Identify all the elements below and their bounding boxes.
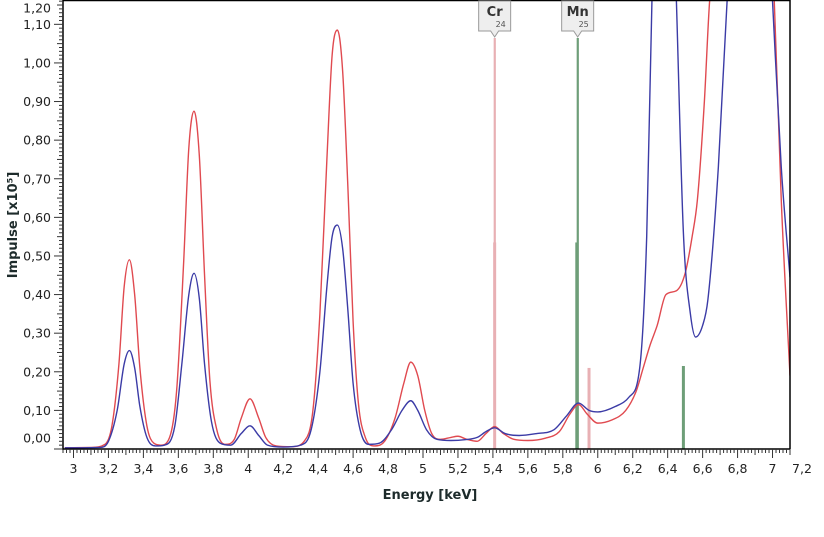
- axes: 3 3,2 3,4 3,6 3,8 4 4,2 4,4 4,6 4,8 5 5,2 5,4 5,6 5,8 6…: [23, 0, 812, 476]
- marker-symbol: Mn: [567, 5, 589, 20]
- y-tick-label: 0,50: [23, 248, 51, 263]
- x-tick-label: 6: [594, 461, 602, 476]
- x-tick-label: 3,4: [133, 461, 153, 476]
- y-tick-label: 1,00: [23, 55, 51, 70]
- x-tick-label: 5,2: [448, 461, 468, 476]
- y-tick-label: 1,10: [23, 17, 51, 32]
- x-tick-label: 6,4: [658, 461, 678, 476]
- marker-atomic-number: 25: [579, 20, 589, 29]
- x-tick-label: 4: [244, 461, 252, 476]
- y-tick-label: 0,40: [23, 287, 51, 302]
- y-tick-label: 1,20: [23, 1, 51, 16]
- y-tick-label: 0,60: [23, 210, 51, 225]
- x-tick-label: 4,4: [308, 461, 328, 476]
- marker-tag: [561, 0, 595, 38]
- x-tick-label: 4,2: [273, 461, 293, 476]
- y-tick-label: 0,70: [23, 171, 51, 186]
- x-tick-label: 7: [769, 461, 777, 476]
- x-tick-label: 6,6: [693, 461, 713, 476]
- x-tick-label: 5,6: [518, 461, 538, 476]
- reference-line-cr: [587, 367, 591, 449]
- y-tick-label: 0,00: [23, 431, 51, 446]
- x-tick-label: 3: [70, 461, 78, 476]
- x-tick-label: 4,8: [378, 461, 398, 476]
- series-line-2: [64, 0, 790, 449]
- marker-tag: [478, 0, 512, 38]
- spectrum-series: [64, 0, 790, 449]
- x-tick-label: 6,2: [623, 461, 643, 476]
- reference-line-mn: [681, 365, 685, 449]
- x-tick-label: 3,2: [98, 461, 118, 476]
- x-tick-label: 7,2: [792, 461, 812, 476]
- y-tick-label: 0,90: [23, 94, 51, 109]
- x-tick-label: 3,6: [168, 461, 188, 476]
- y-tick-label: 0,80: [23, 133, 51, 148]
- marker-line-mn: [576, 38, 579, 449]
- x-tick-label: 4,6: [343, 461, 363, 476]
- y-tick-label: 0,20: [23, 364, 51, 379]
- series-line-1: [64, 0, 790, 449]
- y-axis-title: Impulse [x10⁵]: [6, 172, 21, 279]
- x-tick-label: 5,4: [483, 461, 503, 476]
- x-tick-label: 5: [419, 461, 427, 476]
- marker-symbol: Cr: [487, 5, 504, 20]
- reference-lines: [493, 38, 685, 449]
- x-axis-title: Energy [keV]: [383, 488, 478, 503]
- x-tick-label: 3,8: [203, 461, 223, 476]
- y-tick-label: 0,30: [23, 326, 51, 341]
- marker-line-cr: [493, 38, 496, 449]
- x-tick-label: 6,8: [728, 461, 748, 476]
- y-tick-label: 0,10: [23, 403, 51, 418]
- x-tick-label: 5,8: [553, 461, 573, 476]
- marker-atomic-number: 24: [496, 20, 506, 29]
